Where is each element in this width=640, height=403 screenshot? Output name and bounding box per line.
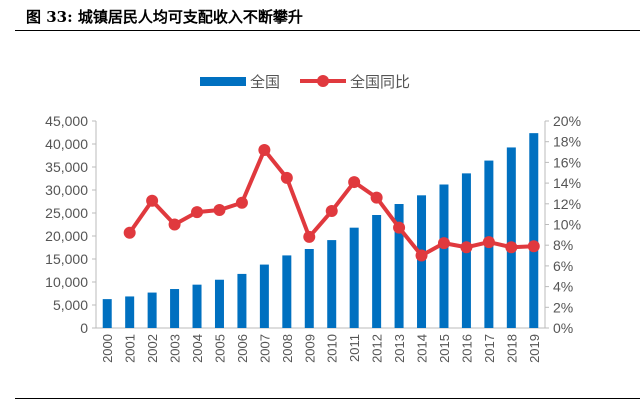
legend-bar-swatch — [200, 77, 246, 86]
x-tick-label: 2017 — [482, 334, 497, 363]
bottom-rule — [15, 398, 640, 399]
growth-point — [460, 241, 473, 254]
x-tick-label: 2014 — [415, 334, 430, 363]
x-tick-label: 2000 — [100, 334, 115, 363]
bar-2003 — [170, 289, 180, 328]
bar-2019 — [529, 133, 539, 328]
left-tick-label: 40,000 — [45, 136, 88, 152]
growth-point — [482, 236, 495, 249]
growth-point — [393, 221, 406, 234]
right-tick-label: 14% — [553, 175, 581, 191]
left-tick-label: 20,000 — [45, 228, 88, 244]
growth-point — [415, 249, 428, 262]
right-tick-label: 10% — [553, 217, 581, 233]
x-tick-label: 2019 — [527, 334, 542, 363]
x-tick-label: 2015 — [437, 334, 452, 363]
figure-title: 图 33: 城镇居民人均可支配收入不断攀升 — [26, 8, 303, 26]
right-tick-label: 2% — [553, 299, 573, 315]
growth-point — [370, 191, 383, 204]
growth-point — [123, 226, 136, 239]
bar-2018 — [506, 147, 516, 328]
right-tick-label: 8% — [553, 237, 573, 253]
left-tick-label: 30,000 — [45, 182, 88, 198]
legend-line-marker — [317, 75, 329, 87]
x-tick-label: 2011 — [347, 334, 362, 362]
x-tick-label: 2018 — [504, 334, 519, 363]
right-tick-label: 16% — [553, 154, 581, 170]
growth-point — [325, 205, 338, 218]
legend-bar-label: 全国 — [250, 73, 280, 91]
x-tick-label: 2007 — [257, 334, 272, 363]
left-tick-label: 0 — [80, 320, 88, 336]
x-tick-label: 2004 — [190, 334, 205, 363]
growth-point — [303, 230, 316, 243]
bar-2014 — [417, 195, 427, 328]
x-tick-label: 2013 — [392, 334, 407, 363]
x-tick-label: 2002 — [145, 334, 160, 363]
growth-point — [168, 218, 181, 231]
bar-2009 — [304, 248, 314, 328]
bar-2012 — [372, 215, 382, 328]
left-tick-label: 5,000 — [53, 297, 88, 313]
right-tick-label: 4% — [553, 279, 573, 295]
growth-point — [146, 194, 159, 207]
legend-line-label: 全国同比 — [350, 73, 410, 91]
x-tick-label: 2001 — [123, 334, 138, 363]
right-tick-label: 0% — [553, 320, 573, 336]
growth-point — [258, 143, 271, 156]
bar-2007 — [259, 264, 269, 328]
x-tick-label: 2006 — [235, 334, 250, 363]
left-tick-label: 15,000 — [45, 251, 88, 267]
bar-2001 — [125, 296, 135, 328]
x-tick-label: 2009 — [302, 334, 317, 363]
growth-point — [437, 237, 450, 250]
bar-2008 — [282, 255, 292, 328]
left-tick-label: 35,000 — [45, 159, 88, 175]
x-tick-label: 2016 — [459, 334, 474, 363]
growth-point — [280, 171, 293, 184]
growth-point — [527, 240, 540, 253]
bar-2004 — [192, 284, 202, 328]
right-tick-label: 6% — [553, 258, 573, 274]
bar-2005 — [214, 279, 224, 328]
growth-point — [235, 196, 248, 209]
bar-2011 — [349, 227, 359, 328]
bar-2006 — [237, 273, 247, 328]
bar-2010 — [327, 240, 337, 328]
left-tick-label: 45,000 — [45, 113, 88, 129]
bar-2002 — [147, 292, 157, 328]
x-tick-label: 2010 — [325, 334, 340, 363]
x-tick-label: 2003 — [168, 334, 183, 363]
title-rule — [15, 30, 640, 31]
growth-point — [191, 206, 204, 219]
bar-2000 — [102, 299, 112, 328]
right-tick-label: 18% — [553, 134, 581, 150]
bar-2013 — [394, 204, 404, 328]
bar-2015 — [439, 184, 449, 328]
left-tick-label: 25,000 — [45, 205, 88, 221]
right-tick-label: 12% — [553, 196, 581, 212]
x-tick-label: 2005 — [212, 334, 227, 363]
growth-line — [128, 147, 534, 258]
right-tick-label: 20% — [553, 113, 581, 129]
x-tick-label: 2008 — [280, 334, 295, 363]
growth-point — [213, 204, 226, 217]
growth-point — [348, 176, 361, 189]
x-tick-label: 2012 — [370, 334, 385, 363]
left-tick-label: 10,000 — [45, 274, 88, 290]
growth-point — [505, 241, 518, 254]
